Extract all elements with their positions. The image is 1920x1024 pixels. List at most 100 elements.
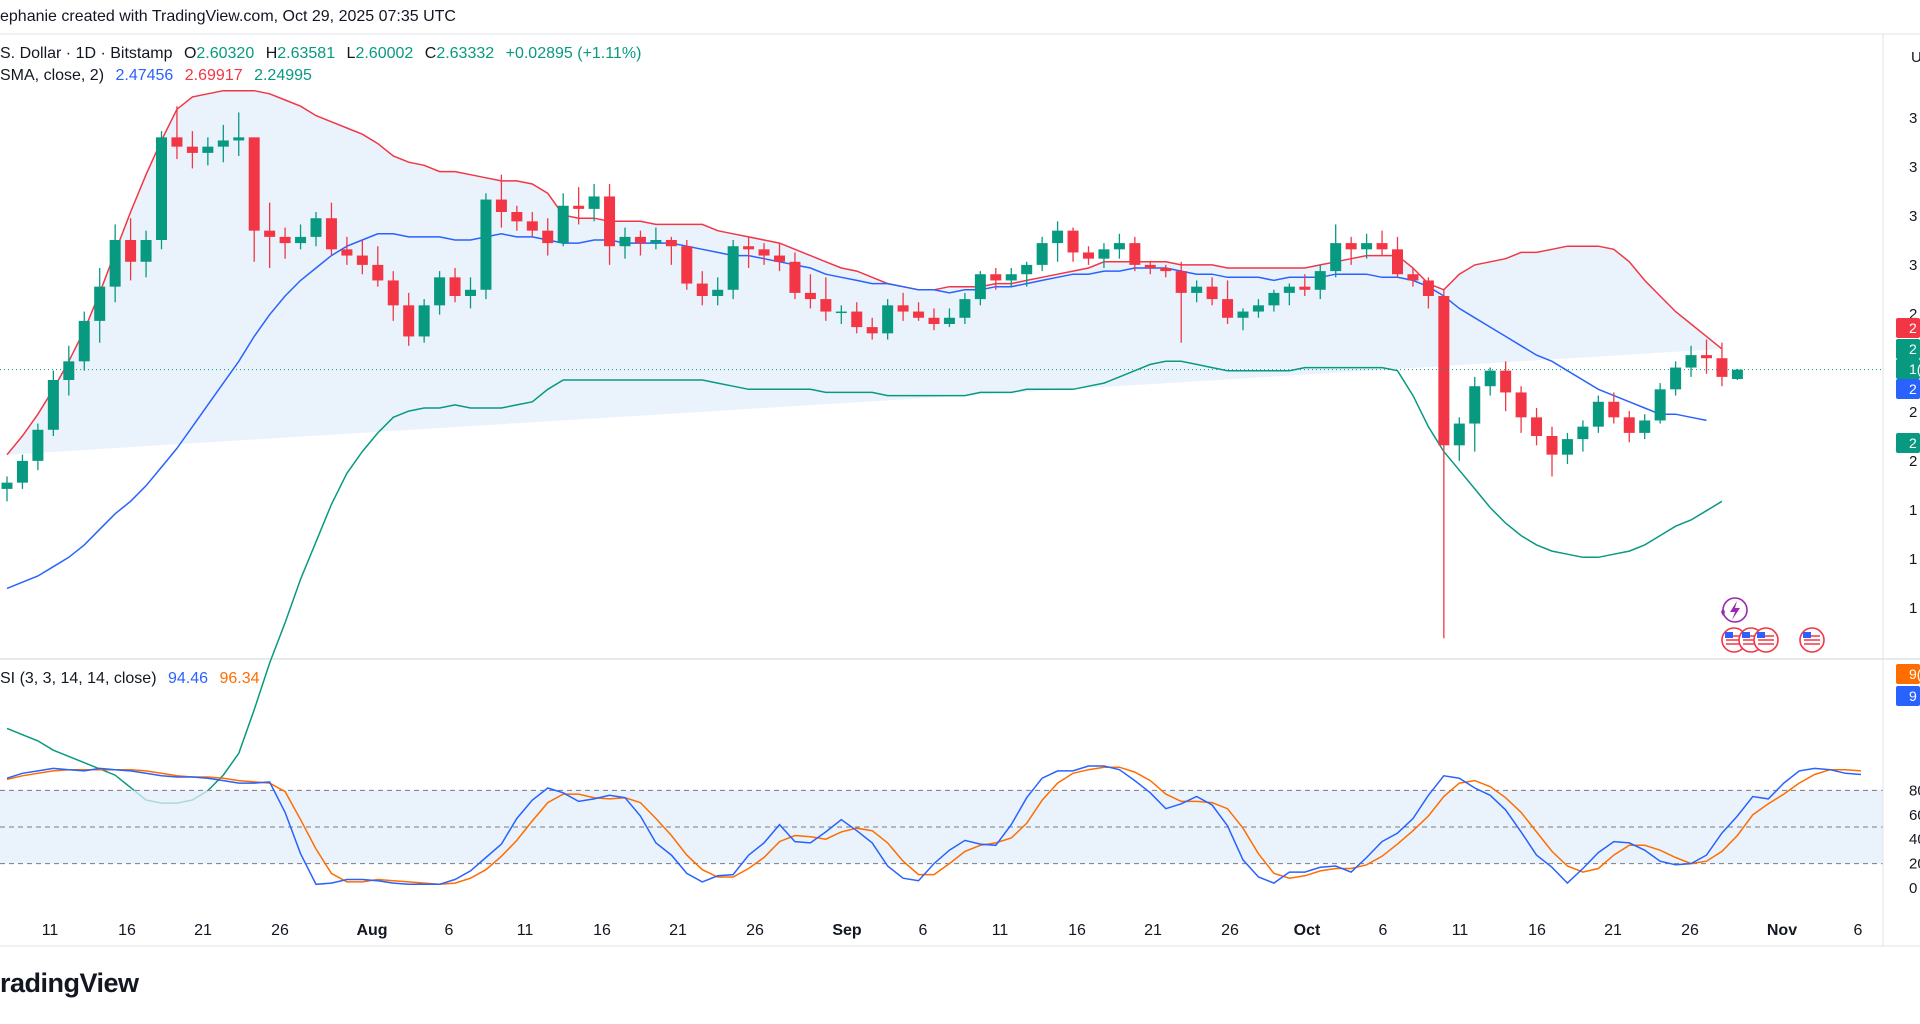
candle-body — [1670, 367, 1682, 390]
bollinger-lower-value: 2.24995 — [254, 67, 312, 84]
candle-body — [774, 255, 785, 262]
candle-up — [1639, 414, 1651, 440]
candle-up — [1036, 236, 1048, 272]
us-flag-event-icon — [1753, 627, 1779, 653]
time-tick-label: 16 — [1068, 922, 1086, 939]
candle-down — [279, 227, 291, 259]
stochastic-pane[interactable] — [0, 765, 1883, 886]
stochastic-axis[interactable]: 80 60 40 20 0 9(9 — [1896, 664, 1920, 897]
candle-body — [1005, 274, 1017, 281]
candle-down — [634, 230, 646, 256]
candle-body — [1701, 355, 1712, 359]
candle-up — [943, 308, 955, 328]
candle-down — [1438, 289, 1450, 639]
candle-body — [897, 305, 909, 312]
candle-down — [341, 236, 353, 265]
price-badge: 2 — [1896, 318, 1920, 338]
price-badge-text: 2 — [1909, 435, 1917, 451]
price-pane[interactable] — [0, 33, 1920, 804]
candle-body — [1561, 439, 1573, 455]
candle-body — [171, 137, 183, 147]
candle-down — [171, 106, 183, 160]
candle-body — [1, 482, 13, 489]
tradingview-logo[interactable]: radingView — [0, 968, 139, 999]
candle-up — [140, 230, 152, 278]
candle-body — [1222, 299, 1234, 318]
candle-up — [94, 268, 106, 343]
price-badge-text: 2 — [1909, 341, 1917, 357]
price-tick-label: 3 — [1909, 110, 1917, 127]
candle-up — [1021, 261, 1033, 287]
candle-body — [758, 249, 770, 256]
candle-up — [974, 271, 986, 306]
candle-up — [1268, 289, 1280, 312]
candle-body — [1191, 286, 1203, 293]
candle-body — [1113, 243, 1125, 250]
price-tick-label: 3 — [1909, 208, 1917, 225]
time-tick-label: 26 — [1681, 922, 1699, 939]
candle-body — [1345, 243, 1357, 250]
candle-down — [573, 187, 585, 225]
bollinger-upper-value: 2.69917 — [184, 67, 243, 84]
time-tick-label: 21 — [194, 922, 212, 939]
candle-body — [1422, 280, 1434, 296]
candle-down — [1623, 411, 1635, 443]
candle-down — [1222, 280, 1234, 324]
time-axis[interactable]: 11 16 21 26 Aug 6 11 16 21 26 Sep 6 11 16 21 26 Oct 6 11 16… — [0, 922, 1920, 947]
time-tick-label: 26 — [746, 922, 764, 939]
candle-down — [1546, 426, 1558, 477]
candle-body — [959, 299, 971, 318]
candle-body — [372, 264, 384, 281]
lightning-event-icon — [1721, 597, 1748, 623]
candle-body — [928, 317, 940, 324]
price-badge: 2 — [1896, 433, 1920, 453]
candle-up — [47, 370, 59, 436]
time-tick-label: 6 — [919, 922, 928, 939]
ohlc-high: H2.63581 — [266, 45, 335, 62]
bollinger-upper-line — [6, 89, 1723, 456]
candle-body — [1237, 311, 1249, 318]
candle-body — [140, 240, 152, 262]
candle-body — [573, 205, 585, 209]
candle-up — [1561, 432, 1573, 464]
candle-up — [1052, 221, 1064, 262]
candle-body — [727, 246, 739, 290]
stochastic-k-value: 94.46 — [167, 670, 209, 687]
candle-body — [681, 246, 693, 284]
candle-up — [434, 271, 446, 315]
candle-body — [604, 196, 616, 247]
candle-up — [156, 131, 167, 250]
candle-body — [1175, 271, 1187, 293]
price-badge-text: 2 — [1909, 381, 1917, 397]
candle-down — [1083, 246, 1094, 265]
candle-body — [1685, 355, 1697, 368]
candle-body — [1731, 369, 1743, 380]
candle-body — [495, 199, 507, 212]
stochastic-legend: SI (3, 3, 14, 14, close) 94.46 96.34 — [0, 670, 267, 688]
candle-body — [743, 246, 755, 250]
brand-label: radingView — [0, 968, 139, 998]
candle-down — [325, 202, 337, 256]
candle-body — [1453, 423, 1465, 446]
candle-body — [156, 137, 167, 240]
bollinger-lower-line — [6, 360, 1723, 804]
candle-down — [1531, 408, 1543, 446]
price-badge-bg — [1896, 318, 1920, 338]
candle-up — [217, 124, 229, 163]
time-tick-label: Aug — [356, 922, 387, 939]
candle-down — [1500, 361, 1512, 412]
candle-up — [882, 299, 894, 340]
candle-down — [804, 274, 816, 309]
event-markers[interactable] — [1721, 597, 1825, 653]
candle-body — [248, 137, 260, 231]
candle-body — [1654, 389, 1666, 421]
price-axis[interactable]: 33332222111U221(22 — [1882, 34, 1920, 946]
candle-up — [418, 299, 430, 343]
bollinger-name: SMA, close, 2) — [0, 67, 105, 84]
candle-body — [1098, 249, 1110, 259]
candle-body — [1376, 243, 1388, 250]
price-tick-label: 3 — [1909, 257, 1917, 274]
candle-body — [1515, 392, 1527, 418]
candle-up — [712, 277, 724, 306]
